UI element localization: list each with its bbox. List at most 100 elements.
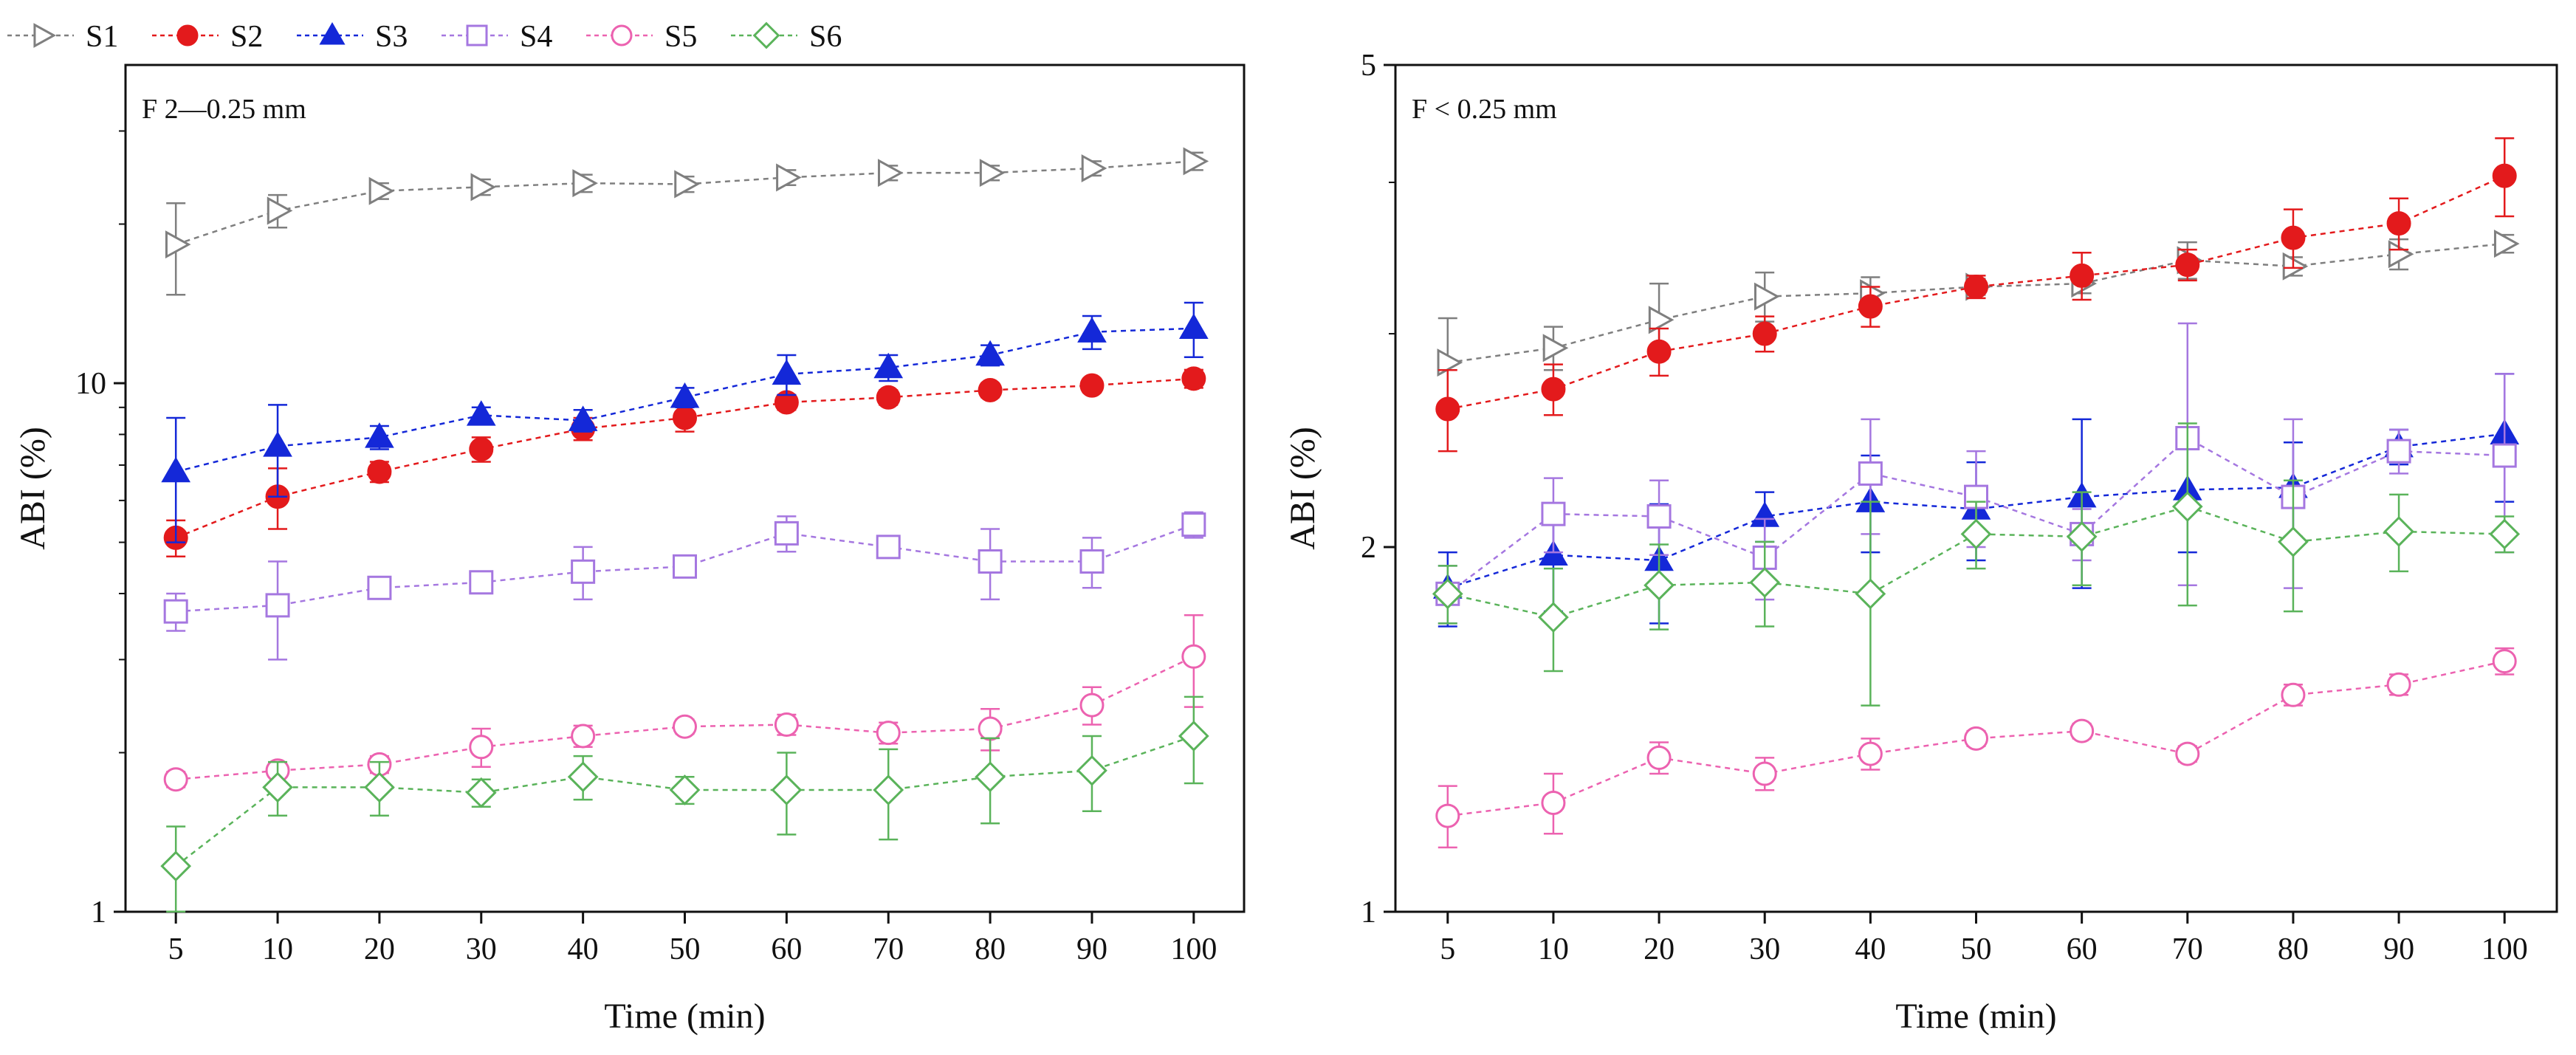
- data-point-s5-50: [1964, 726, 1988, 751]
- data-point-s3-20: [365, 422, 394, 448]
- data-point-s5-100: [1181, 644, 1206, 669]
- panel-left: F 2—0.25 mm Time (min) ABI (%) 5 10 20 30 40…: [13, 63, 1246, 1036]
- data-series-right: [1432, 137, 2521, 849]
- data-point-s5-100: [2492, 649, 2517, 674]
- x-tick-label-90: 90: [1076, 932, 1107, 966]
- y-tick-label-1: 1: [91, 896, 106, 929]
- data-point-s4-90: [2386, 439, 2411, 464]
- legend-symbol-s2: [176, 24, 199, 47]
- data-point-s6-50: [669, 774, 701, 805]
- data-point-s4-30: [469, 570, 494, 595]
- data-point-s5-80: [978, 716, 1003, 741]
- data-point-s3-10: [1539, 540, 1568, 566]
- panel-annotation-left: F 2—0.25 mm: [142, 94, 306, 125]
- panel-annotation-right: F < 0.25 mm: [1412, 94, 1557, 125]
- data-point-s2-5: [1435, 396, 1460, 422]
- data-point-s4-5: [163, 599, 188, 624]
- legend-entry-s6: S6: [731, 20, 842, 54]
- data-point-s6-10: [1538, 602, 1569, 633]
- data-point-s5-30: [1752, 761, 1777, 786]
- data-point-s6-90: [1076, 755, 1107, 786]
- legend-entry-s4: S4: [442, 20, 552, 54]
- data-point-s1-5: [165, 230, 191, 259]
- data-point-s5-10: [1541, 790, 1566, 815]
- legend-label-s2: S2: [230, 20, 263, 54]
- series-s3-left: [161, 301, 1209, 543]
- data-point-s3-100: [1178, 313, 1209, 339]
- data-point-s3-90: [1077, 317, 1107, 343]
- data-point-s1-90: [1081, 154, 1107, 183]
- data-point-s3-60: [772, 359, 802, 385]
- data-point-s6-60: [771, 774, 803, 805]
- x-tick-label-100: 100: [2481, 932, 2528, 966]
- series-line-s2: [175, 377, 1194, 539]
- x-tick-label-80: 80: [2278, 932, 2309, 966]
- legend-entry-s3: S3: [297, 20, 408, 54]
- data-point-s5-70: [876, 721, 901, 746]
- data-point-s6-80: [2278, 526, 2309, 557]
- data-point-s6-50: [1960, 518, 1992, 550]
- data-point-s5-30: [469, 735, 494, 760]
- data-point-s5-5: [1435, 803, 1460, 828]
- data-point-s1-70: [877, 159, 904, 188]
- data-point-s2-90: [2386, 211, 2411, 236]
- data-point-s4-100: [2492, 443, 2517, 468]
- legend-entry-s5: S5: [586, 20, 697, 54]
- data-point-s1-100: [1183, 147, 1209, 176]
- data-point-s2-100: [1181, 366, 1206, 391]
- legend-symbol-s3: [319, 22, 346, 45]
- data-point-s2-70: [876, 385, 901, 410]
- data-point-s4-90: [1079, 549, 1105, 574]
- data-point-s6-20: [364, 772, 395, 803]
- data-point-s1-30: [470, 173, 497, 202]
- data-point-s1-60: [776, 163, 802, 192]
- data-point-s1-5: [1437, 348, 1463, 377]
- data-point-s1-80: [979, 159, 1006, 188]
- x-tick-label-40: 40: [568, 932, 599, 966]
- x-tick-label-80: 80: [975, 932, 1006, 966]
- series-line-s4: [1447, 436, 2505, 595]
- data-point-s3-5: [161, 456, 191, 483]
- data-point-s4-80: [978, 549, 1003, 574]
- data-point-s3-40: [568, 405, 598, 431]
- data-point-s5-40: [571, 724, 596, 749]
- y-tick-label-10: 10: [75, 367, 106, 401]
- series-line-s3: [175, 327, 1194, 473]
- legend-entry-s1: S1: [7, 20, 118, 54]
- y-tick-label-2: 2: [1361, 531, 1376, 565]
- data-point-s2-30: [469, 436, 494, 461]
- data-point-s3-30: [466, 400, 496, 426]
- legend-marker-s2: [152, 24, 219, 47]
- x-tick-label-50: 50: [670, 932, 701, 966]
- data-point-s1-20: [368, 176, 395, 205]
- data-point-s6-30: [1749, 567, 1781, 598]
- x-tick-label-70: 70: [2172, 932, 2203, 966]
- panel-right: F < 0.25 mm Time (min) ABI (%) 5 10 20 30 40…: [1283, 49, 2558, 1036]
- data-point-s6-60: [2066, 521, 2098, 552]
- data-point-s4-60: [774, 520, 799, 546]
- data-point-s5-40: [1858, 741, 1883, 766]
- x-tick-label-10: 10: [262, 932, 293, 966]
- data-point-s6-80: [975, 761, 1006, 793]
- data-point-s4-50: [673, 554, 697, 579]
- legend-symbol-s5: [611, 24, 633, 47]
- x-tick-label-40: 40: [1855, 932, 1886, 966]
- data-point-s2-30: [1752, 321, 1777, 346]
- data-point-s2-40: [1858, 294, 1883, 319]
- series-s6-right: [1432, 422, 2521, 707]
- data-point-s6-90: [2383, 516, 2414, 547]
- data-point-s3-80: [975, 340, 1005, 366]
- legend-symbol-s1: [33, 23, 57, 48]
- data-point-s6-10: [262, 772, 293, 803]
- legend-symbol-s6: [752, 21, 780, 49]
- data-point-s6-20: [1644, 569, 1675, 601]
- data-point-s3-50: [670, 382, 700, 408]
- data-point-s5-90: [2386, 672, 2411, 697]
- x-tick-label-10: 10: [1538, 932, 1569, 966]
- data-point-s4-70: [876, 535, 901, 560]
- data-point-s1-40: [572, 169, 598, 198]
- x-tick-label-90: 90: [2383, 932, 2414, 966]
- x-tick-label-5: 5: [1440, 932, 1455, 966]
- data-point-s5-80: [2281, 682, 2306, 707]
- data-point-s1-50: [674, 170, 700, 199]
